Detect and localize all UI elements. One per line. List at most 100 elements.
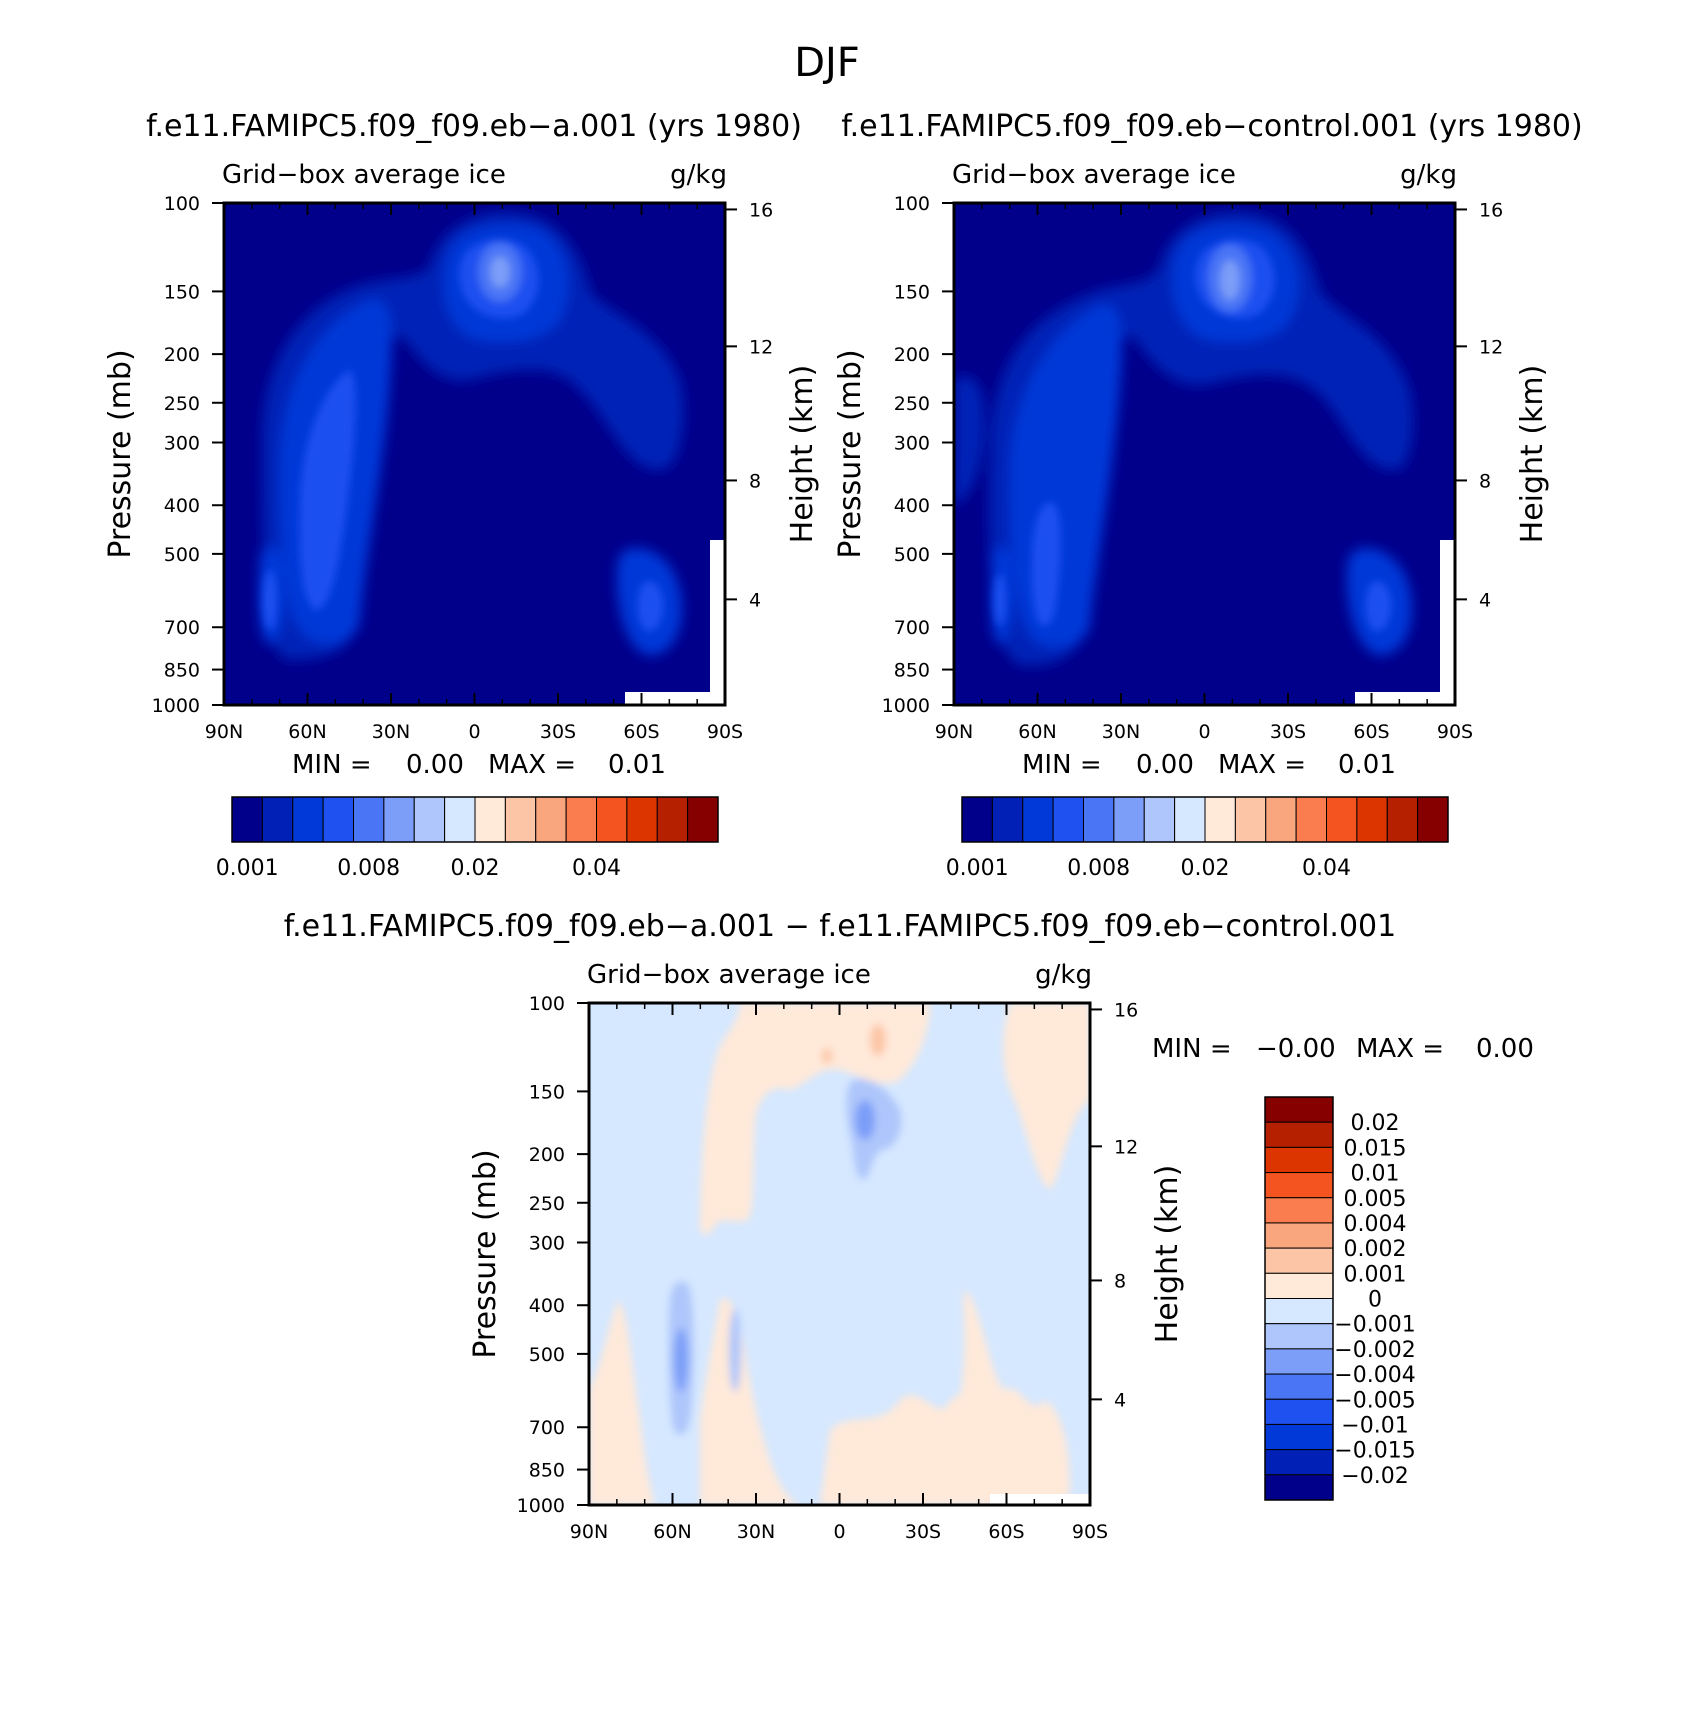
y2-tick-label: 4	[1479, 589, 1491, 611]
ice-core-left	[299, 370, 356, 610]
positive-region-5	[820, 1290, 1070, 1505]
colorbar-label: −0.005	[1334, 1388, 1415, 1413]
colorbar-label: −0.01	[1341, 1413, 1408, 1438]
min-label: MIN =	[1022, 750, 1102, 780]
y-axis: 100 150 200 250 300 400 500 700 850 1000	[517, 993, 589, 1517]
panel-title: f.e11.FAMIPC5.f09_f09.eb−a.001 − f.e11.F…	[284, 909, 1396, 944]
min-value: 0.00	[1136, 750, 1194, 780]
colorbar-swatch	[261, 796, 294, 843]
colorbar-swatch	[1113, 796, 1145, 843]
y-tick-label: 500	[894, 544, 930, 566]
x-tick-label: 0	[833, 1521, 845, 1543]
y2-axis: 16 12 8 4	[725, 199, 773, 611]
y-tick-label: 200	[529, 1144, 565, 1166]
topography-mask-a1	[625, 692, 725, 705]
y-tick-label: 200	[894, 344, 930, 366]
y2-tick-label: 12	[1114, 1136, 1138, 1158]
colorbar-swatch	[1265, 796, 1297, 843]
colorbar-swatch	[444, 796, 476, 843]
positive-core-1	[870, 1024, 886, 1056]
colorbar-label: 0.004	[1344, 1212, 1407, 1237]
x-tick-label: 30N	[372, 721, 410, 743]
y-tick-label: 300	[894, 433, 930, 455]
colorbar-swatch	[353, 796, 385, 843]
y-tick-label: 150	[529, 1081, 565, 1103]
x-tick-label: 60N	[1018, 721, 1056, 743]
negative-core-2	[674, 1328, 688, 1392]
y-tick-label: 100	[894, 193, 930, 215]
colorbar-swatch	[1264, 1398, 1334, 1425]
y-tick-label: 850	[164, 660, 200, 682]
topography-mask-b2	[1440, 540, 1455, 705]
y-tick-label: 850	[529, 1460, 565, 1482]
colorbar-swatch	[1174, 796, 1206, 843]
y2-tick-label: 12	[1479, 336, 1503, 358]
positive-region-3	[700, 1298, 800, 1505]
colorbar-swatch	[656, 796, 689, 843]
figure-title: DJF	[794, 40, 860, 86]
units-label: g/kg	[1035, 960, 1092, 990]
y2-axis: 16 12 8 4	[1090, 999, 1138, 1411]
colorbar-label: 0.008	[337, 856, 400, 881]
colorbar-swatch	[1386, 796, 1419, 843]
y-tick-label: 400	[529, 1295, 565, 1317]
y-axis: 100 150 200 250 300 400 500 700 850 1000	[152, 193, 224, 717]
max-value: 0.00	[1476, 1034, 1534, 1064]
colorbar-swatch	[1264, 1474, 1334, 1501]
x-tick-label: 90S	[707, 721, 743, 743]
y2-tick-label: 8	[1114, 1270, 1126, 1292]
max-label: MAX =	[1218, 750, 1306, 780]
y-tick-label: 850	[894, 660, 930, 682]
y2-axis-label: Height (km)	[1150, 1165, 1185, 1344]
y2-axis-label: Height (km)	[785, 365, 820, 544]
colorbar-label: 0.015	[1344, 1136, 1407, 1161]
variable-label: Grid−box average ice	[952, 160, 1236, 190]
colorbar-swatch	[1264, 1298, 1334, 1325]
colorbar-swatch	[1264, 1172, 1334, 1199]
colorbar-swatch	[1264, 1272, 1334, 1299]
colorbar-label: −0.001	[1334, 1313, 1415, 1338]
colorbar-swatch	[1264, 1449, 1334, 1476]
x-tick-label: 30S	[1270, 721, 1306, 743]
x-tick-label: 90S	[1437, 721, 1473, 743]
colorbar-swatch	[1264, 1323, 1334, 1350]
y-tick-label: 700	[529, 1417, 565, 1439]
colorbar-swatch	[231, 796, 263, 843]
colorbar-swatch	[626, 796, 658, 843]
colorbar-label: 0.001	[946, 856, 1009, 881]
y2-tick-label: 16	[1479, 199, 1503, 221]
colorbar-label: 0.005	[1344, 1187, 1407, 1212]
colorbar-label: 0	[1368, 1288, 1382, 1313]
colorbar-swatch	[1417, 796, 1449, 843]
min-label: MIN =	[292, 750, 372, 780]
colorbar-swatch	[1204, 796, 1236, 843]
colorbar: 0.020.0150.010.0050.0040.0020.0010−0.001…	[1264, 1096, 1416, 1501]
colorbar-swatch	[1234, 796, 1267, 843]
x-tick-label: 60N	[653, 1521, 691, 1543]
y-tick-label: 150	[894, 281, 930, 303]
colorbar-swatch	[292, 796, 324, 843]
colorbar-swatch	[1326, 796, 1358, 843]
y-tick-label: 300	[529, 1233, 565, 1255]
colorbar-label: −0.004	[1334, 1363, 1415, 1388]
x-tick-label: 30S	[905, 1521, 941, 1543]
panel-title: f.e11.FAMIPC5.f09_f09.eb−a.001 (yrs 1980…	[146, 109, 802, 144]
y-tick-label: 250	[164, 393, 200, 415]
x-axis: 90N 60N 30N 0 30S 60S 90S	[570, 1003, 1108, 1543]
x-tick-label: 0	[468, 721, 480, 743]
colorbar-swatch	[1264, 1373, 1334, 1400]
colorbar-label: 0.001	[1344, 1262, 1407, 1287]
colorbar-swatch	[413, 796, 446, 843]
colorbar-label: −0.002	[1334, 1338, 1415, 1363]
colorbar-swatch	[1264, 1348, 1334, 1375]
x-tick-label: 30S	[540, 721, 576, 743]
colorbar-swatch	[383, 796, 415, 843]
colorbar: 0.001 0.008 0.02 0.04	[946, 796, 1449, 881]
colorbar-swatch	[1264, 1121, 1334, 1148]
y2-tick-label: 16	[1114, 999, 1138, 1021]
positive-region-1	[700, 1003, 930, 1235]
positive-core-2	[822, 1048, 832, 1064]
x-tick-label: 90N	[935, 721, 973, 743]
units-label: g/kg	[670, 160, 727, 190]
y-tick-label: 150	[164, 281, 200, 303]
